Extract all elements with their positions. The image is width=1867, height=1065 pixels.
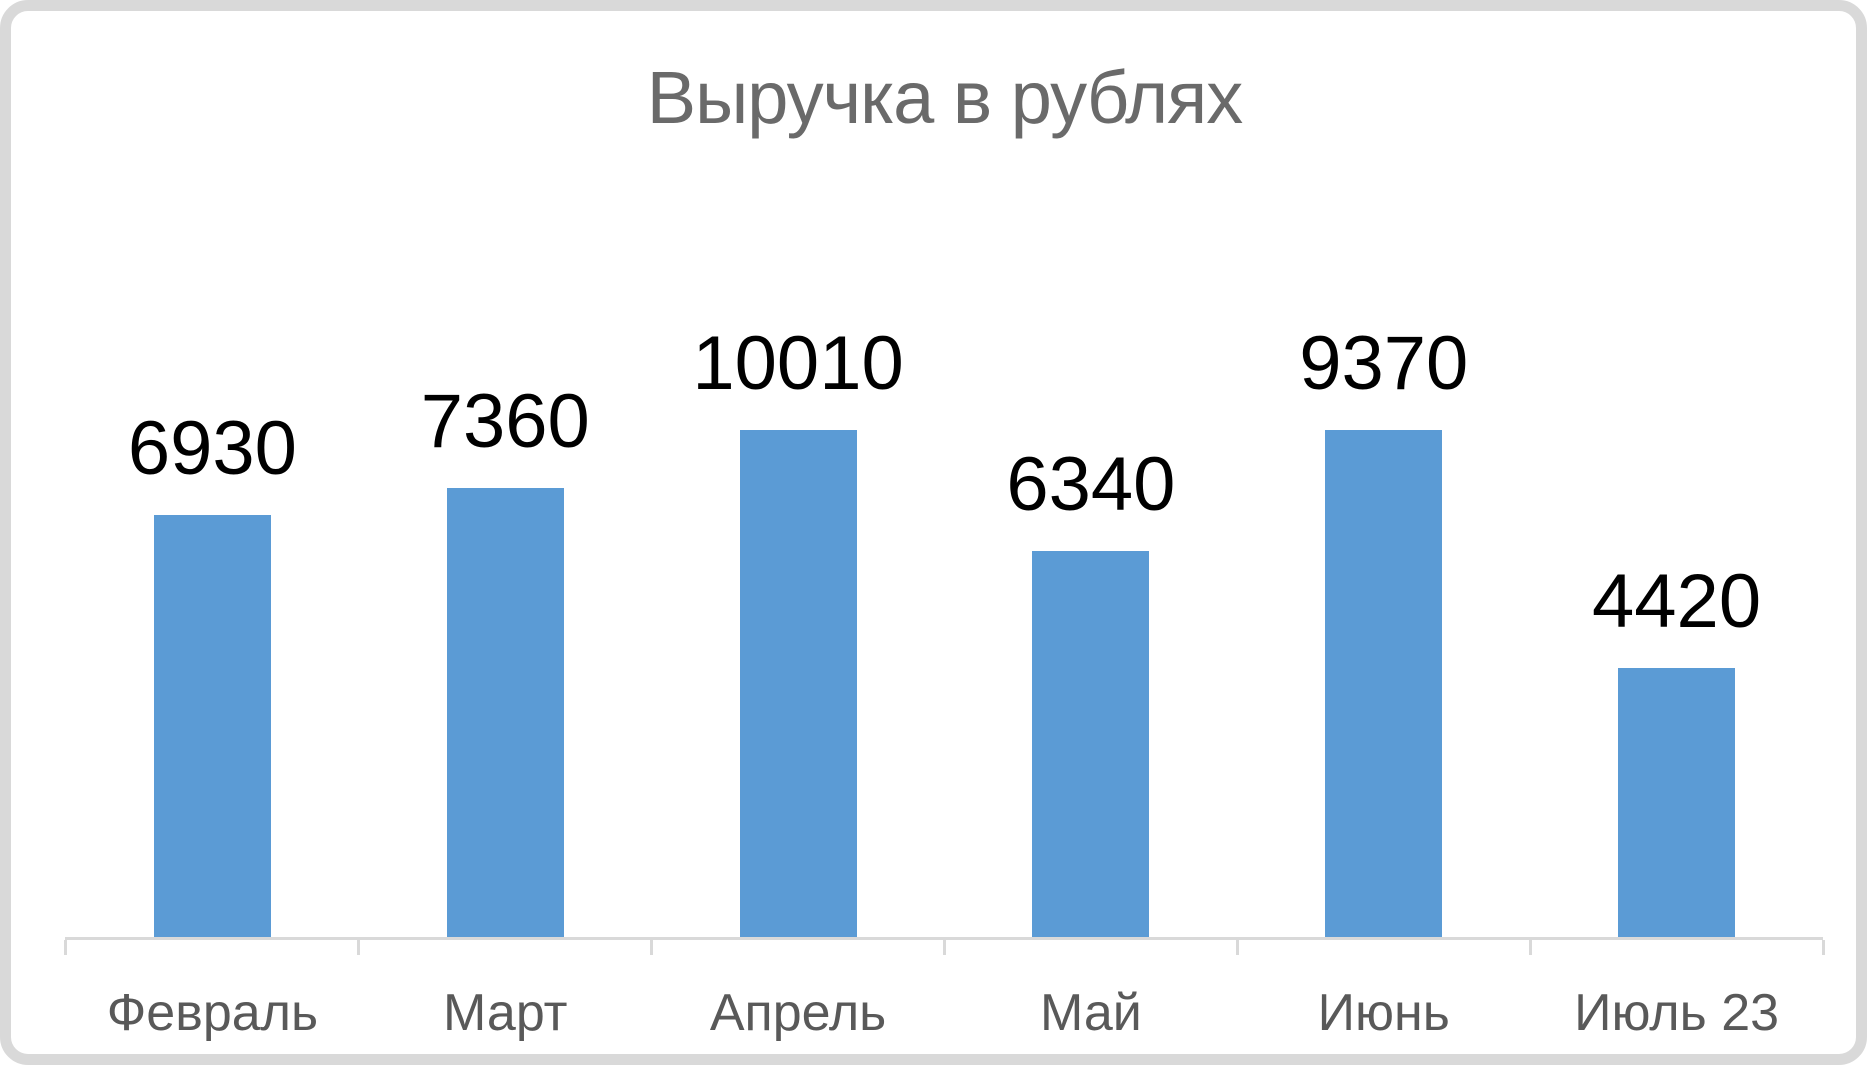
x-axis-line: [65, 937, 1823, 940]
x-axis-tick: [1529, 940, 1532, 955]
bar[interactable]: [739, 430, 857, 939]
data-label: 6930: [127, 406, 297, 491]
x-axis-tick: [943, 940, 946, 955]
x-axis-tick: [1236, 940, 1239, 955]
x-axis-labels: Февраль Март Апрель Май Июнь Июль 23: [66, 983, 1823, 1043]
bar[interactable]: [1618, 668, 1736, 939]
x-axis-label: Июль 23: [1574, 984, 1780, 1042]
bar[interactable]: [446, 488, 564, 939]
x-axis-label: Февраль: [106, 984, 319, 1042]
x-axis-tick: [1822, 940, 1825, 955]
data-label: 10010: [692, 321, 904, 406]
chart-title[interactable]: Выручка в рублях: [646, 56, 1243, 139]
data-label: 4420: [1592, 559, 1762, 644]
bar-group: 4420: [1530, 326, 1823, 939]
x-axis-label: Апрель: [709, 984, 887, 1042]
plot-area: 6930 7360 10010 6340 9370 4420: [66, 326, 1823, 939]
bar-group: 6930: [66, 326, 359, 939]
x-axis-label: Май: [1039, 984, 1142, 1042]
bar-group: 7360: [359, 326, 652, 939]
data-label: 6340: [1006, 442, 1176, 527]
x-axis-label: Июнь: [1317, 984, 1450, 1042]
bar-group: 6340: [944, 326, 1237, 939]
x-axis-tick: [650, 940, 653, 955]
x-axis-tick: [357, 940, 360, 955]
bar-group: 9370: [1237, 326, 1530, 939]
x-axis-tick: [64, 940, 67, 955]
bar[interactable]: [1325, 430, 1443, 939]
x-axis-label: Март: [443, 984, 568, 1042]
bar[interactable]: [153, 515, 271, 939]
bar[interactable]: [1032, 551, 1150, 939]
data-label: 9370: [1299, 321, 1469, 406]
bar-group: 10010: [652, 326, 945, 939]
data-label: 7360: [420, 379, 590, 464]
